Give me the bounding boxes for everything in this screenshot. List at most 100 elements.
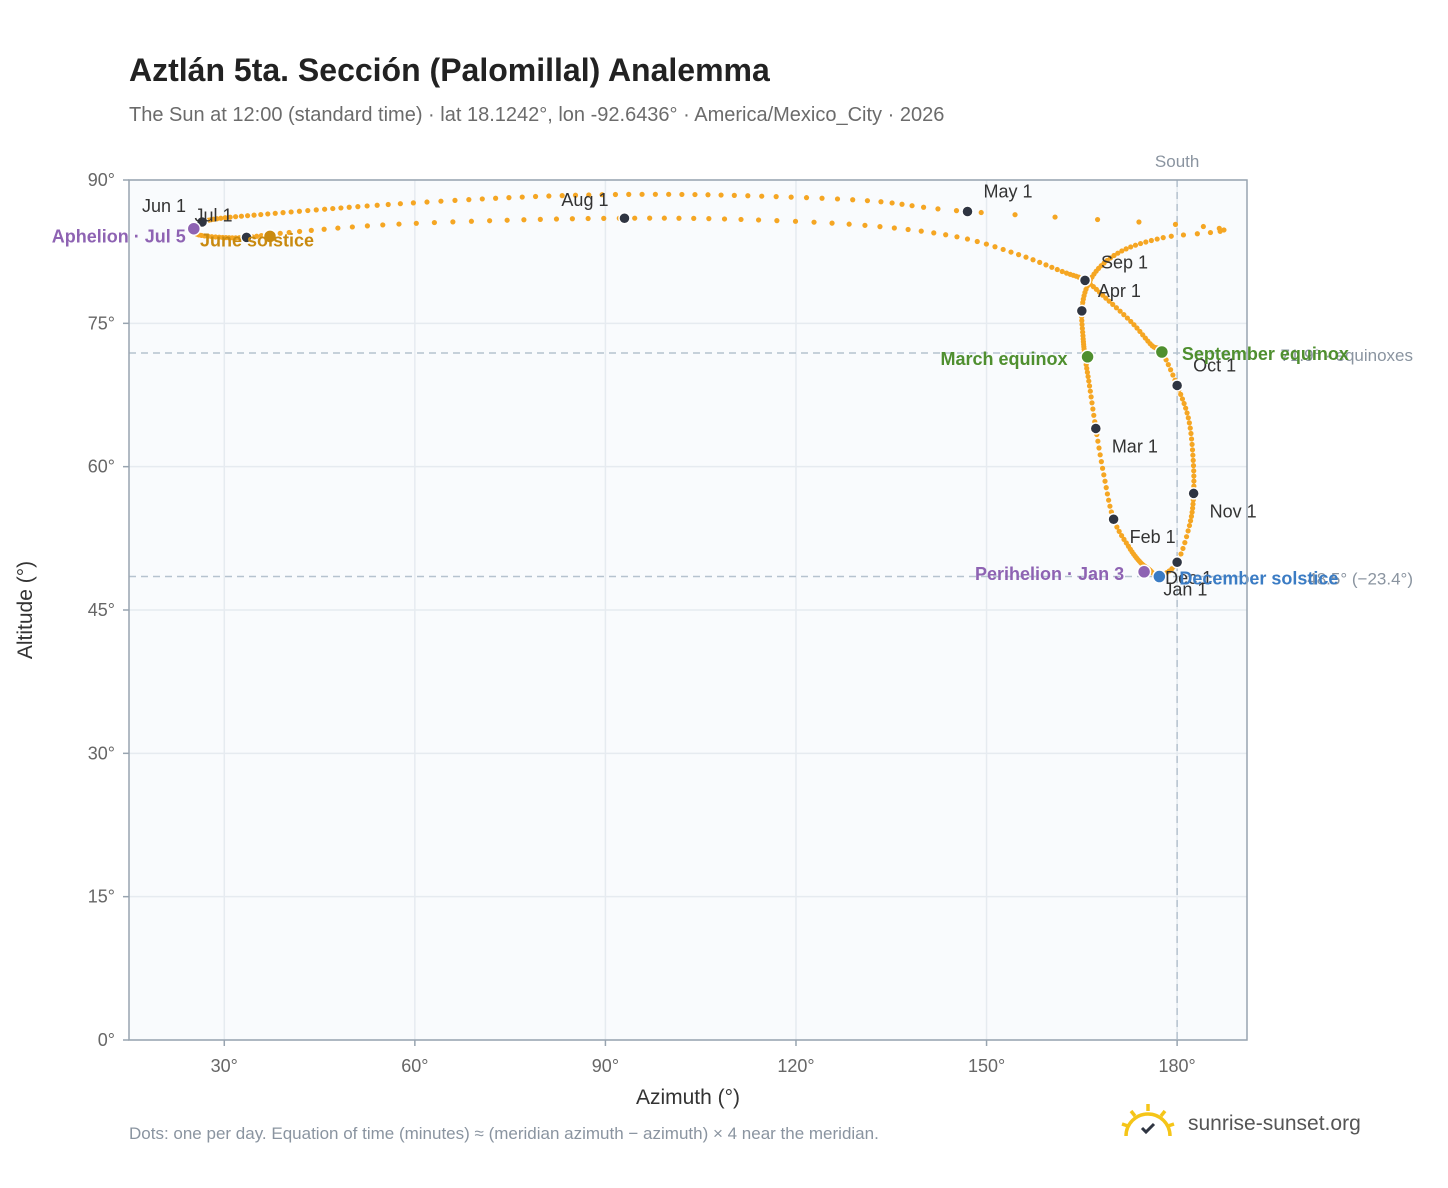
day-dot — [1113, 305, 1119, 311]
day-dot — [1137, 240, 1144, 247]
day-dot — [954, 234, 960, 240]
brand-logo[interactable]: sunrise-sunset.org — [1120, 1102, 1361, 1146]
month-marker-label: Apr 1 — [1098, 281, 1141, 301]
meridian-label: South — [1155, 152, 1199, 171]
day-dot — [537, 216, 543, 222]
day-dot — [254, 233, 260, 239]
day-dot — [296, 208, 302, 214]
month-marker — [240, 231, 253, 244]
x-tick-label: 150° — [968, 1056, 1005, 1076]
day-dot — [335, 225, 341, 231]
day-dot — [964, 236, 971, 242]
day-dot — [413, 220, 419, 226]
day-dot — [559, 193, 565, 199]
day-dot — [1168, 367, 1174, 373]
day-dot — [679, 191, 685, 198]
day-dot — [1184, 410, 1190, 416]
day-dot — [1189, 509, 1195, 515]
month-markers: Jan 1 Feb 1 Mar 1 Apr 1 May 1 Jun 1 Jul 1 Aug 1… — [142, 182, 1257, 600]
day-dot — [1188, 436, 1195, 442]
day-dot — [632, 215, 638, 221]
day-dot — [313, 207, 319, 213]
day-dot — [846, 221, 852, 227]
day-dot — [731, 192, 737, 198]
day-dot — [569, 216, 575, 222]
event-marker — [262, 229, 278, 244]
day-dot — [1187, 518, 1194, 524]
day-dot — [1101, 472, 1107, 478]
month-marker-label: May 1 — [984, 182, 1033, 202]
day-dot — [1115, 250, 1121, 256]
day-dot — [1089, 400, 1095, 406]
day-dot — [1160, 235, 1166, 241]
day-dot — [322, 206, 328, 212]
day-dot — [601, 215, 607, 221]
day-dot — [935, 206, 941, 212]
day-dot — [1191, 473, 1197, 479]
day-dot — [1117, 308, 1123, 314]
day-dot — [1104, 491, 1110, 497]
event-markers: March equinox September equinox June solst… — [52, 221, 1349, 589]
day-dot — [788, 194, 794, 200]
day-dot — [1190, 463, 1197, 469]
event-marker-label: September equinox — [1182, 344, 1349, 364]
x-tick-label: 60° — [401, 1056, 428, 1076]
day-dot — [905, 226, 911, 233]
day-dot — [1188, 430, 1194, 437]
day-dot — [1099, 465, 1106, 471]
day-dot — [265, 211, 271, 217]
day-dot — [385, 201, 391, 208]
day-dot — [1116, 528, 1122, 535]
reference-line-label: 71.9° · equinoxes — [1281, 346, 1414, 365]
day-dot — [1221, 227, 1227, 233]
day-dot — [1102, 478, 1108, 484]
day-dot — [1190, 505, 1196, 511]
day-dot — [397, 201, 403, 207]
day-dot — [452, 197, 458, 203]
day-dot — [1124, 315, 1130, 321]
month-marker — [1078, 274, 1092, 287]
day-dot — [1207, 229, 1214, 236]
x-tick-label: 180° — [1159, 1056, 1196, 1076]
day-dot — [1189, 441, 1195, 448]
day-dot — [466, 197, 472, 203]
event-marker — [186, 221, 202, 236]
day-dot — [755, 217, 762, 223]
day-dot — [691, 215, 697, 221]
day-dot — [706, 216, 712, 222]
day-dot — [918, 228, 924, 234]
day-dot — [1098, 459, 1104, 465]
day-dot — [666, 191, 672, 197]
month-marker-label: Dec 1 — [1165, 568, 1212, 588]
day-dot — [410, 200, 416, 206]
day-dot — [1178, 551, 1184, 557]
day-dot — [1187, 425, 1193, 431]
day-dot — [745, 193, 751, 199]
y-tick-label: 60° — [88, 457, 115, 477]
day-dot — [218, 215, 224, 221]
day-dot — [572, 192, 579, 198]
reference-lines: South 71.9° · equinoxes 48.5° (−23.4°) — [129, 152, 1413, 1040]
day-dot — [244, 213, 251, 219]
day-dot — [811, 219, 817, 225]
month-marker — [1089, 422, 1103, 435]
day-dot — [546, 193, 552, 199]
day-dot — [1183, 534, 1190, 540]
day-dot — [1136, 219, 1142, 225]
day-dot — [1186, 522, 1193, 529]
day-dot — [1079, 321, 1085, 328]
day-dot — [1086, 383, 1093, 389]
day-dot — [978, 209, 984, 216]
y-tick-label: 0° — [98, 1030, 115, 1050]
month-marker — [1075, 304, 1089, 318]
day-dot — [468, 218, 475, 224]
day-dot — [1194, 231, 1200, 237]
month-marker — [618, 211, 631, 225]
day-dot — [1181, 400, 1187, 407]
y-tick-label: 30° — [88, 743, 115, 763]
day-dot — [251, 212, 257, 218]
x-tick-label: 120° — [777, 1056, 814, 1076]
day-dot — [1131, 322, 1137, 328]
day-dot — [1180, 232, 1187, 238]
